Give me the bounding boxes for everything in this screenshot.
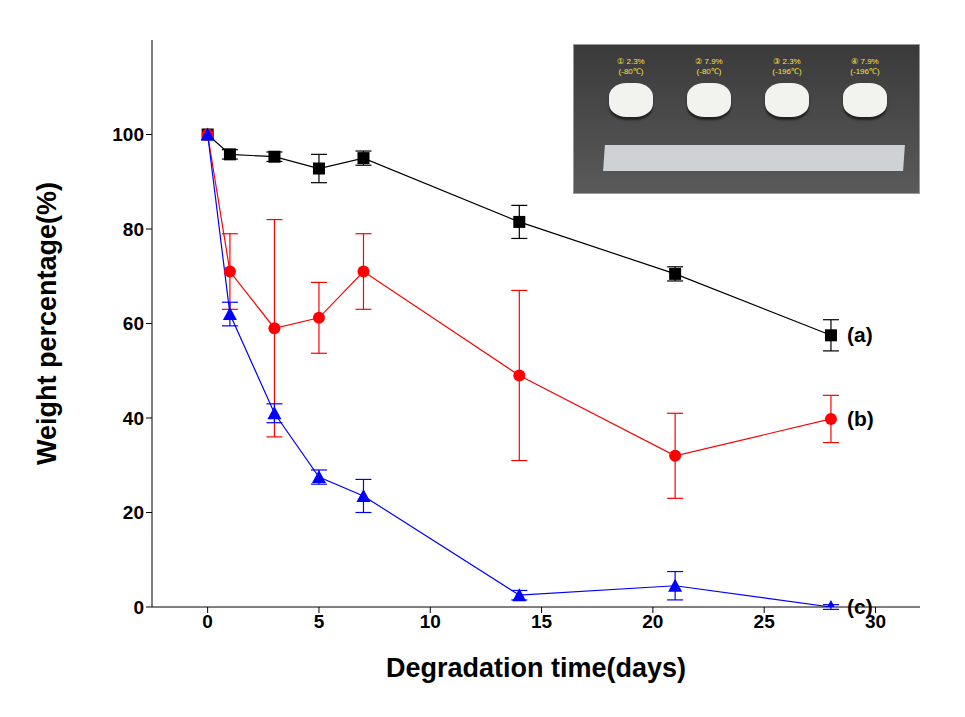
- html-text:② 7.9%: ② 7.9%: [695, 57, 723, 66]
- svg-text:100: 100: [112, 124, 144, 145]
- svg-text:(b): (b): [847, 407, 874, 430]
- html-text:(-196℃): (-196℃): [850, 67, 880, 76]
- svg-text:(a): (a): [847, 323, 873, 346]
- svg-text:80: 80: [123, 219, 144, 240]
- svg-text:Weight percentage(%): Weight percentage(%): [32, 182, 62, 465]
- svg-text:20: 20: [642, 611, 663, 632]
- svg-text:30: 30: [864, 611, 886, 633]
- svg-text:0: 0: [133, 597, 144, 618]
- svg-text:15: 15: [531, 611, 553, 632]
- html-text:① 2.3%: ① 2.3%: [617, 57, 645, 66]
- svg-text:Degradation time(days): Degradation time(days): [386, 653, 686, 683]
- svg-text:40: 40: [123, 408, 144, 429]
- html-text:④ 7.9%: ④ 7.9%: [851, 57, 879, 66]
- svg-text:0: 0: [202, 611, 213, 632]
- html-text:(-80℃): (-80℃): [696, 67, 722, 76]
- svg-text:20: 20: [123, 502, 144, 523]
- html-text:(-196℃): (-196℃): [772, 67, 802, 76]
- svg-text:5: 5: [314, 611, 325, 632]
- svg-text:60: 60: [123, 313, 144, 334]
- svg-text:10: 10: [420, 611, 441, 632]
- svg-text:(c): (c): [847, 595, 873, 618]
- html-text:(-80℃): (-80℃): [618, 67, 644, 76]
- svg-text:25: 25: [754, 611, 776, 632]
- html-text:③ 2.3%: ③ 2.3%: [773, 57, 801, 66]
